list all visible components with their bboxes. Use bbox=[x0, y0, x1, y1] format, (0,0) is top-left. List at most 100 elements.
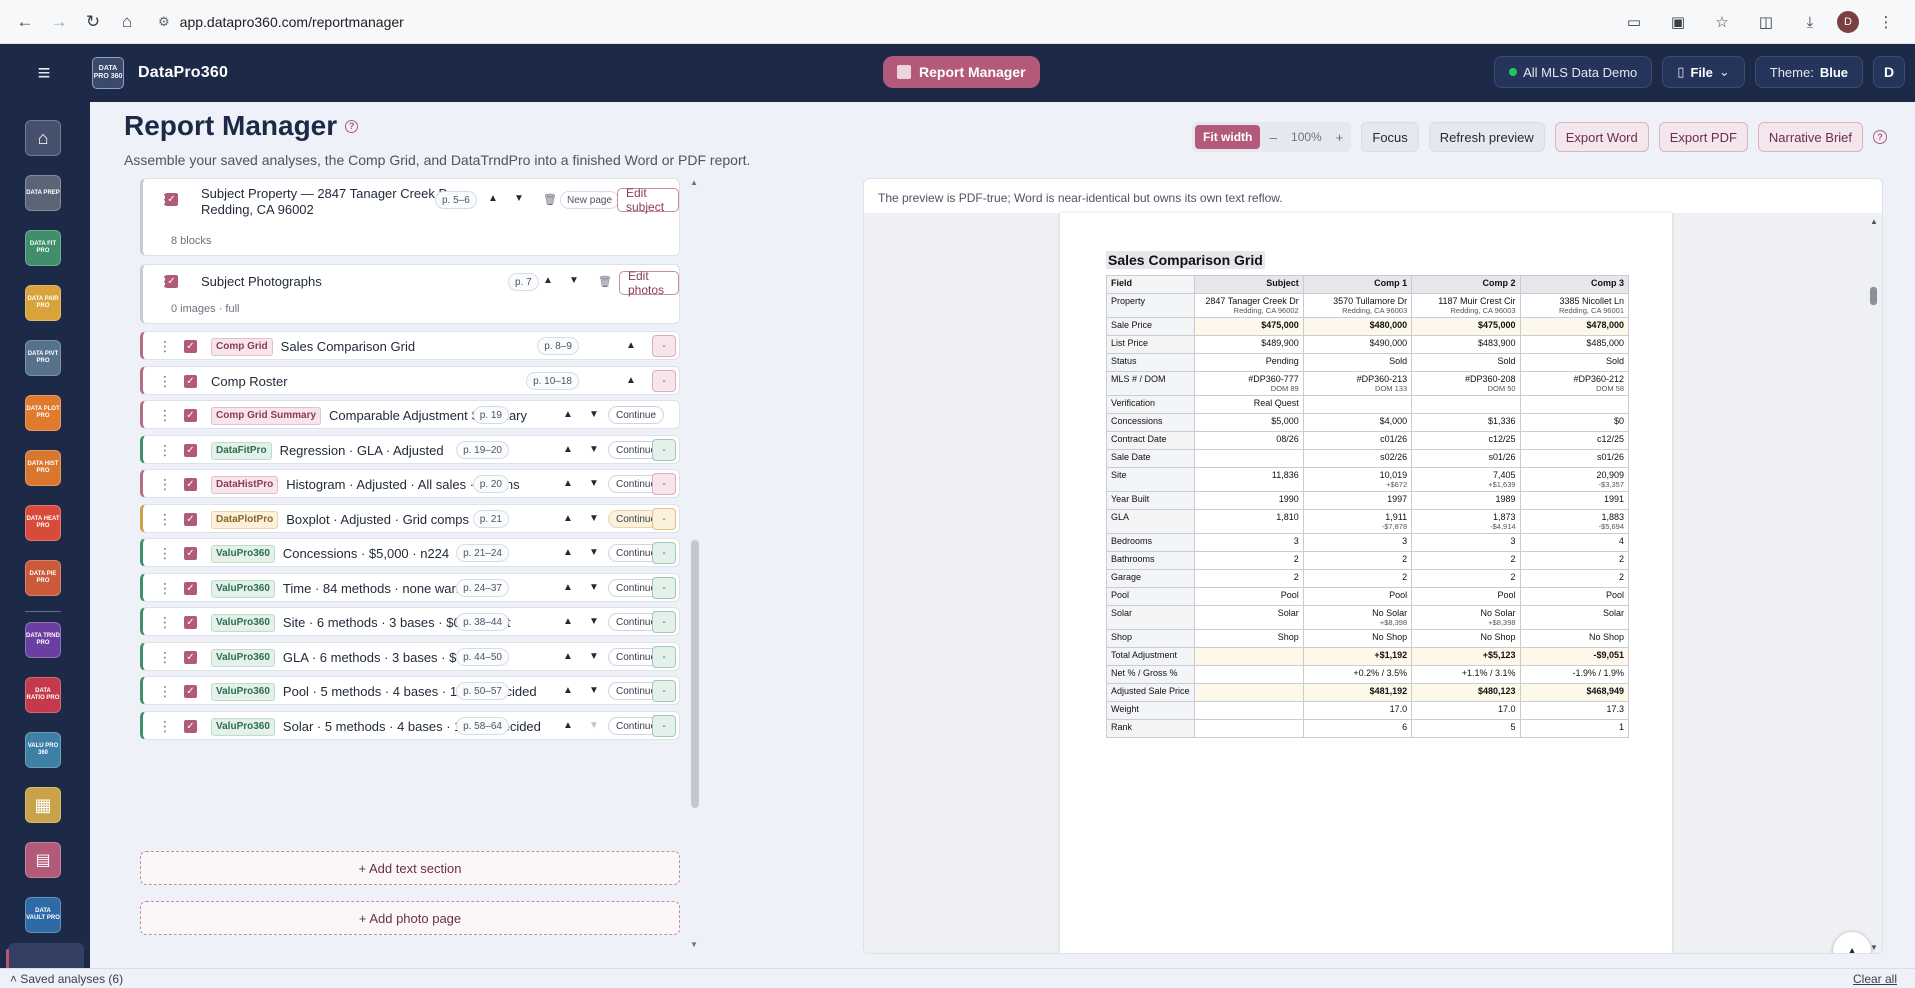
scrollbar-thumb[interactable] bbox=[691, 540, 699, 808]
focus-button[interactable]: Focus bbox=[1361, 122, 1419, 152]
forward-icon[interactable]: → bbox=[50, 11, 68, 31]
move-down-icon[interactable]: ▼ bbox=[589, 651, 599, 662]
bookmark-star-icon[interactable]: ☆ bbox=[1715, 14, 1729, 31]
move-down-icon[interactable]: ▼ bbox=[589, 582, 599, 593]
sidebar-module-11[interactable]: VALU PRO 360 bbox=[25, 732, 61, 768]
section-checkbox[interactable]: ✓ bbox=[184, 685, 197, 698]
reload-icon[interactable]: ↻ bbox=[85, 11, 101, 31]
move-down-icon[interactable]: ▼ bbox=[589, 409, 599, 420]
sidebar-module-4[interactable]: DATA PIVT PRO bbox=[25, 340, 61, 376]
edit-photos-button[interactable]: Edit photos bbox=[619, 269, 679, 297]
theme-selector[interactable]: Theme: Blue bbox=[1754, 56, 1863, 88]
section-checkbox[interactable]: ✓ bbox=[165, 193, 178, 206]
drag-handle-icon[interactable]: ⋮ bbox=[158, 718, 172, 734]
drag-handle-icon[interactable]: ⋮ bbox=[158, 511, 172, 527]
delete-icon[interactable]: 🗑 bbox=[543, 194, 557, 206]
collapse-button[interactable]: - bbox=[652, 577, 676, 599]
section-card[interactable]: ⋮ ✓ Comp Grid Summary Comparable Adjustment… bbox=[140, 400, 680, 429]
scroll-up-icon[interactable]: ▲ bbox=[690, 178, 698, 187]
sidebar-module-5[interactable]: DATA PLOT PRO bbox=[25, 395, 61, 431]
collapse-button[interactable]: - bbox=[652, 611, 676, 633]
scroll-to-top-button[interactable]: ▲ bbox=[1832, 931, 1872, 953]
collapse-button[interactable]: - bbox=[652, 542, 676, 564]
move-up-icon[interactable]: ▲ bbox=[563, 444, 573, 455]
clear-all-link[interactable]: Clear all bbox=[1852, 971, 1897, 986]
sidebar-report-icon[interactable]: ▤ bbox=[25, 842, 61, 878]
back-icon[interactable]: ← bbox=[16, 11, 34, 31]
browser-profile-avatar[interactable]: D bbox=[1837, 11, 1859, 33]
move-up-icon[interactable]: ▲ bbox=[563, 582, 573, 593]
continue-button[interactable]: Continue bbox=[608, 406, 664, 424]
collapse-button[interactable]: - bbox=[652, 715, 676, 737]
scroll-down-icon[interactable]: ▼ bbox=[1870, 943, 1878, 952]
browser-menu-icon[interactable]: ⋮ bbox=[1878, 14, 1894, 31]
page-icon[interactable]: ▭ bbox=[1626, 14, 1642, 31]
mls-source-selector[interactable]: All MLS Data Demo bbox=[1494, 56, 1653, 88]
address-bar[interactable]: ⚙ app.datapro360.com/reportmanager bbox=[158, 14, 404, 30]
sidebar-module-10[interactable]: DATA RATIO PRO bbox=[25, 677, 61, 713]
collapse-button[interactable]: - bbox=[652, 646, 676, 668]
drag-handle-icon[interactable]: ⋮ bbox=[158, 373, 172, 389]
preview-canvas[interactable]: Sales Comparison Grid Field Subject Comp 1… bbox=[864, 213, 1882, 953]
user-avatar[interactable]: D bbox=[1873, 56, 1905, 88]
move-up-icon[interactable]: ▲ bbox=[626, 375, 636, 386]
sidebar-module-6[interactable]: DATA HIST PRO bbox=[25, 450, 61, 486]
move-down-icon[interactable]: ▼ bbox=[589, 444, 599, 455]
drag-handle-icon[interactable]: ⋮ bbox=[158, 580, 172, 596]
collapse-button[interactable]: - bbox=[652, 370, 676, 392]
move-up-icon[interactable]: ▲ bbox=[563, 685, 573, 696]
move-up-icon[interactable]: ▲ bbox=[563, 720, 573, 731]
section-checkbox[interactable]: ✓ bbox=[184, 720, 197, 733]
section-checkbox[interactable]: ✓ bbox=[184, 409, 197, 422]
section-checkbox[interactable]: ✓ bbox=[184, 340, 197, 353]
preview-scrollbar[interactable]: ▲ ▼ bbox=[1868, 213, 1880, 953]
section-checkbox[interactable]: ✓ bbox=[184, 582, 197, 595]
hamburger-menu-icon[interactable]: ≡ bbox=[37, 60, 51, 85]
move-up-icon[interactable]: ▲ bbox=[563, 513, 573, 524]
continue-button[interactable]: Continue bbox=[608, 613, 664, 631]
move-down-icon[interactable]: ▼ bbox=[569, 275, 579, 286]
collapse-button[interactable]: - bbox=[652, 680, 676, 702]
drag-handle-icon[interactable]: ⋮ bbox=[158, 649, 172, 665]
move-down-icon[interactable]: ▼ bbox=[589, 513, 599, 524]
move-up-icon[interactable]: ▲ bbox=[626, 340, 636, 351]
move-up-icon[interactable]: ▲ bbox=[563, 409, 573, 420]
sidebar-grid-icon[interactable]: ▦ bbox=[25, 787, 61, 823]
section-card[interactable]: ⋮ ✓ ValuPro360 Concessions · $5,000 · n224 p… bbox=[140, 538, 680, 567]
drag-handle-icon[interactable]: ⋮ bbox=[158, 683, 172, 699]
section-card-subject[interactable]: ⋮ ✓ Subject Property — 2847 Tanager Cree… bbox=[140, 178, 680, 256]
move-down-icon[interactable]: ▼ bbox=[589, 478, 599, 489]
sidebar-module-1[interactable]: DATA PREP bbox=[25, 175, 61, 211]
section-checkbox[interactable]: ✓ bbox=[184, 616, 197, 629]
zoom-out-button[interactable]: – bbox=[1269, 129, 1277, 145]
drag-handle-icon[interactable]: ⋮ bbox=[158, 545, 172, 561]
download-icon[interactable]: ⤓ bbox=[1806, 13, 1814, 31]
collapse-button[interactable]: - bbox=[652, 439, 676, 461]
edit-subject-button[interactable]: Edit subject bbox=[617, 186, 679, 214]
section-card[interactable]: ⋮ ✓ DataPlotPro Boxplot · Adjusted · Grid c… bbox=[140, 504, 680, 533]
section-card[interactable]: ⋮ ✓ DataFitPro Regression · GLA · Adjusted p… bbox=[140, 435, 680, 464]
sidebar-module-14[interactable]: DATA VAULT PRO bbox=[25, 897, 61, 933]
move-up-icon[interactable]: ▲ bbox=[543, 275, 553, 286]
extensions-icon[interactable]: ◫ bbox=[1758, 14, 1774, 31]
delete-icon[interactable]: 🗑 bbox=[598, 276, 612, 288]
section-card[interactable]: ⋮ ✓ ValuPro360 Pool · 5 methods · 4 bases ·… bbox=[140, 676, 680, 705]
url-text[interactable]: app.datapro360.com/reportmanager bbox=[179, 13, 404, 30]
cast-icon[interactable]: ▣ bbox=[1670, 14, 1686, 31]
export-word-button[interactable]: Export Word bbox=[1554, 122, 1649, 152]
new-page-toggle[interactable]: New page bbox=[560, 191, 620, 209]
move-up-icon[interactable]: ▲ bbox=[563, 616, 573, 627]
continue-button[interactable]: Continue bbox=[608, 544, 664, 562]
continue-button[interactable]: Continue bbox=[608, 510, 664, 528]
move-down-icon[interactable]: ▼ bbox=[589, 547, 599, 558]
section-checkbox[interactable]: ✓ bbox=[165, 275, 178, 288]
sidebar-module-2[interactable]: DATA FIT PRO bbox=[25, 230, 61, 266]
toolbar-help-icon[interactable]: ? bbox=[1873, 130, 1887, 144]
section-card[interactable]: ⋮ ✓ ValuPro360 Site · 6 methods · 3 bases ·… bbox=[140, 607, 680, 636]
move-up-icon[interactable]: ▲ bbox=[563, 547, 573, 558]
collapse-button[interactable]: - bbox=[652, 335, 676, 357]
continue-button[interactable]: Continue bbox=[608, 717, 664, 735]
drag-handle-icon[interactable]: ⋮ bbox=[158, 442, 172, 458]
zoom-in-button[interactable]: + bbox=[1335, 129, 1344, 145]
